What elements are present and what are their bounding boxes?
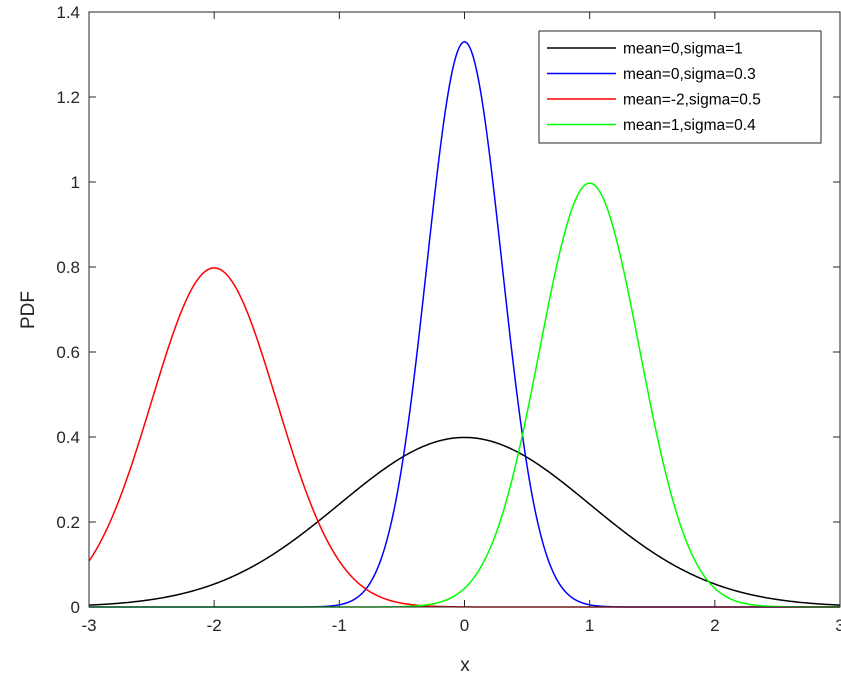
y-tick-label: 0.2: [56, 513, 80, 532]
x-tick-label: -3: [81, 616, 96, 635]
y-tick-label: 0.8: [56, 258, 80, 277]
x-tick-label: -1: [332, 616, 347, 635]
series-line-1: [88, 436, 841, 606]
x-tick-label: 1: [585, 616, 594, 635]
legend-label-2: mean=0,sigma=0.3: [623, 66, 756, 83]
x-tick-label: -2: [207, 616, 222, 635]
x-tick-label: 3: [835, 616, 841, 635]
y-tick-label: 1.4: [56, 3, 80, 22]
legend-label-1: mean=0,sigma=1: [623, 41, 743, 58]
legend-label-3: mean=-2,sigma=0.5: [623, 92, 761, 109]
y-tick-label: 0.6: [56, 343, 80, 362]
axes: -3 -2 -1 0 1 2 3 0 0.2 0.4 0.6 0.8 1 1.2 1.4: [56, 3, 841, 635]
legend-label-4: mean=1,sigma=0.4: [623, 117, 756, 134]
y-tick-label: 0: [71, 598, 80, 617]
y-tick-label: 0.4: [56, 428, 80, 447]
y-axis-label: PDF: [18, 291, 39, 329]
legend: mean=0,sigma=1 mean=0,sigma=0.3 mean=-2,si…: [538, 30, 822, 144]
x-tick-label: 0: [460, 616, 469, 635]
y-tick-label: 1: [71, 173, 80, 192]
y-tick-label: 1.2: [56, 88, 80, 107]
x-tick-label: 2: [710, 616, 719, 635]
x-axis-label: x: [460, 655, 470, 676]
